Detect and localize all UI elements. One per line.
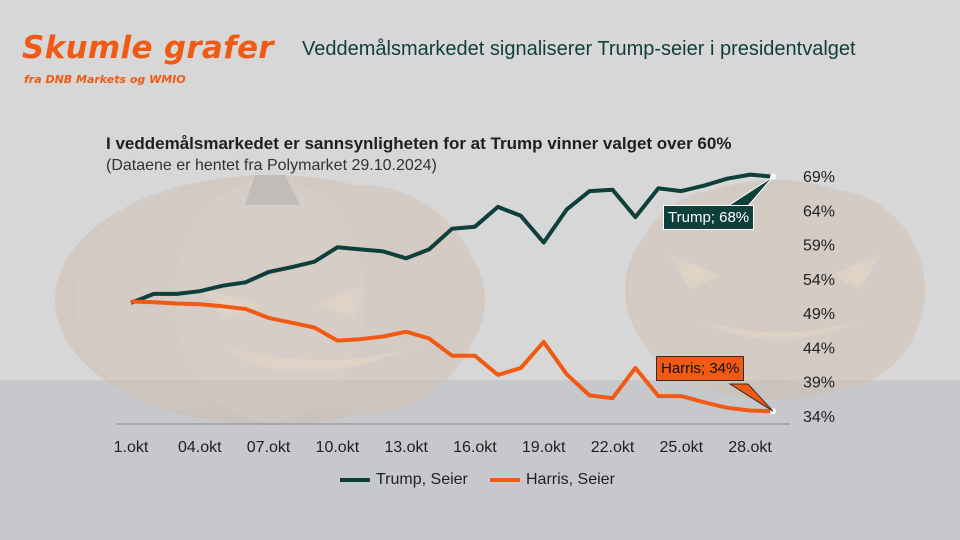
x-tick-label: 28.okt bbox=[728, 439, 772, 456]
x-tick-label: 10.okt bbox=[316, 439, 360, 456]
y-tick-label: 69% bbox=[803, 169, 835, 186]
legend-label-harris: Harris, Seier bbox=[526, 471, 615, 488]
brand-subtitle: fra DNB Markets og WMIO bbox=[24, 73, 186, 86]
x-tick-label: 04.okt bbox=[178, 439, 222, 456]
trump-data-label: Trump; 68% bbox=[663, 205, 755, 230]
harris-data-label: Harris; 34% bbox=[656, 356, 745, 381]
legend-label-trump: Trump, Seier bbox=[376, 471, 468, 488]
y-tick-label: 39% bbox=[803, 375, 835, 392]
x-tick-label: 13.okt bbox=[384, 439, 428, 456]
chart-subtitle: (Dataene er hentet fra Polymarket 29.10.… bbox=[106, 157, 437, 174]
legend-item-harris: Harris, Seier bbox=[490, 471, 615, 489]
y-tick-label: 34% bbox=[803, 409, 835, 426]
harris-callout-pointer bbox=[728, 383, 774, 412]
x-tick-label: 07.okt bbox=[247, 439, 291, 456]
legend-item-trump: Trump, Seier bbox=[340, 471, 468, 489]
x-tick-label: 19.okt bbox=[522, 439, 566, 456]
legend-swatch-trump bbox=[340, 478, 370, 482]
trump-series-line bbox=[130, 172, 774, 305]
brand-title: Skumle grafer bbox=[22, 30, 274, 66]
y-tick-label: 44% bbox=[803, 340, 835, 357]
y-tick-label: 64% bbox=[803, 203, 835, 220]
slide-headline: Veddemålsmarkedet signaliserer Trump-sei… bbox=[302, 38, 856, 60]
y-tick-label: 54% bbox=[803, 272, 835, 289]
x-tick-label: 22.okt bbox=[591, 439, 635, 456]
trump-callout-pointer bbox=[726, 176, 774, 207]
x-tick-label: 16.okt bbox=[453, 439, 497, 456]
y-tick-label: 49% bbox=[803, 306, 835, 323]
harris-series-line bbox=[130, 299, 774, 414]
chart-title: I veddemålsmarkedet er sannsynligheten f… bbox=[106, 134, 732, 153]
x-tick-label: 25.okt bbox=[659, 439, 703, 456]
legend-swatch-harris bbox=[490, 478, 520, 482]
x-tick-label: 1.okt bbox=[114, 439, 149, 456]
y-tick-label: 59% bbox=[803, 238, 835, 255]
